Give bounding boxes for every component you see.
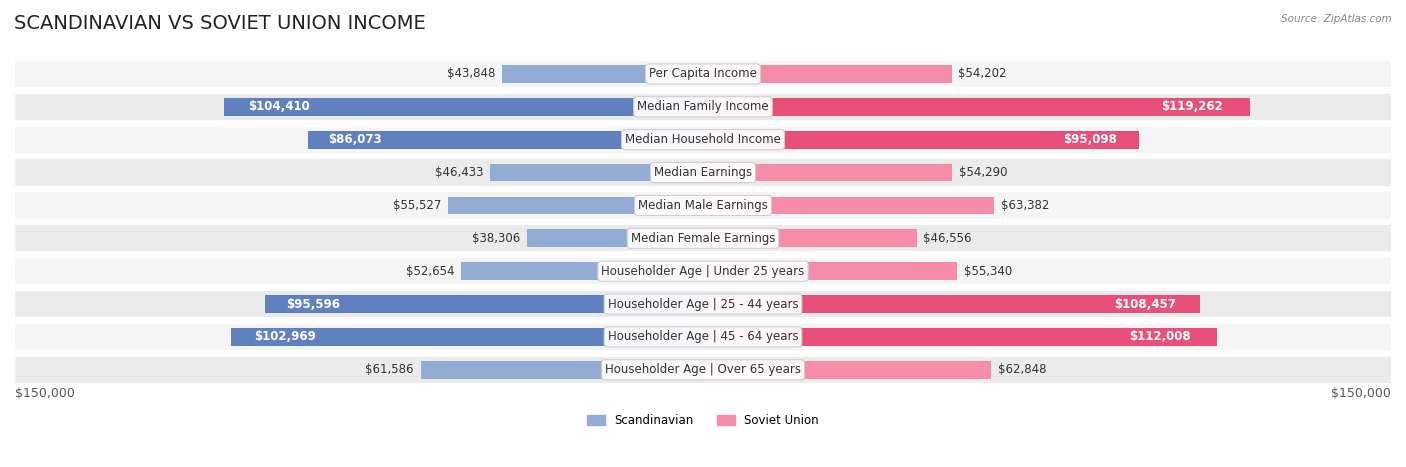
Bar [449,197,703,214]
Text: $150,000: $150,000 [1331,387,1391,400]
Legend: Scandinavian, Soviet Union: Scandinavian, Soviet Union [582,410,824,432]
Text: $119,262: $119,262 [1161,100,1223,113]
Text: Source: ZipAtlas.com: Source: ZipAtlas.com [1281,14,1392,24]
Text: $38,306: $38,306 [472,232,520,245]
Text: Householder Age | Over 65 years: Householder Age | Over 65 years [605,363,801,376]
Text: Median Female Earnings: Median Female Earnings [631,232,775,245]
Text: $54,290: $54,290 [959,166,1007,179]
Bar [15,94,1391,120]
Text: $95,098: $95,098 [1063,133,1118,146]
Bar [461,262,703,280]
Text: Median Family Income: Median Family Income [637,100,769,113]
Bar [502,65,703,83]
Bar [703,197,994,214]
Text: $102,969: $102,969 [254,331,316,343]
Bar [703,328,1216,346]
Text: Householder Age | 25 - 44 years: Householder Age | 25 - 44 years [607,297,799,311]
Bar [703,65,952,83]
Text: $63,382: $63,382 [1001,199,1049,212]
Bar [703,361,991,379]
Text: $104,410: $104,410 [247,100,309,113]
Bar [703,164,952,182]
Bar [420,361,703,379]
Text: $55,340: $55,340 [963,265,1012,278]
Text: SCANDINAVIAN VS SOVIET UNION INCOME: SCANDINAVIAN VS SOVIET UNION INCOME [14,14,426,33]
Bar [15,159,1391,186]
Bar [15,61,1391,87]
Bar [15,324,1391,350]
Text: $55,527: $55,527 [394,199,441,212]
Text: $46,433: $46,433 [434,166,484,179]
Bar [224,98,703,116]
Text: Householder Age | Under 25 years: Householder Age | Under 25 years [602,265,804,278]
Text: $62,848: $62,848 [998,363,1046,376]
Bar [15,192,1391,219]
Text: Householder Age | 45 - 64 years: Householder Age | 45 - 64 years [607,331,799,343]
Bar [231,328,703,346]
Bar [703,98,1250,116]
Bar [703,229,917,247]
Text: $61,586: $61,586 [366,363,413,376]
Bar [703,131,1139,149]
Text: Per Capita Income: Per Capita Income [650,68,756,80]
Bar [491,164,703,182]
Bar [308,131,703,149]
Text: $43,848: $43,848 [447,68,495,80]
Bar [15,258,1391,284]
Bar [15,291,1391,317]
Text: $52,654: $52,654 [406,265,454,278]
Bar [15,225,1391,251]
Bar [264,295,703,313]
Text: Median Earnings: Median Earnings [654,166,752,179]
Bar [15,127,1391,153]
Bar [15,357,1391,383]
Text: $112,008: $112,008 [1129,331,1191,343]
Text: $46,556: $46,556 [924,232,972,245]
Text: $108,457: $108,457 [1114,297,1175,311]
Bar [527,229,703,247]
Text: Median Household Income: Median Household Income [626,133,780,146]
Text: $95,596: $95,596 [287,297,340,311]
Text: $86,073: $86,073 [328,133,381,146]
Bar [703,295,1201,313]
Text: $150,000: $150,000 [15,387,75,400]
Text: Median Male Earnings: Median Male Earnings [638,199,768,212]
Bar [703,262,957,280]
Text: $54,202: $54,202 [959,68,1007,80]
